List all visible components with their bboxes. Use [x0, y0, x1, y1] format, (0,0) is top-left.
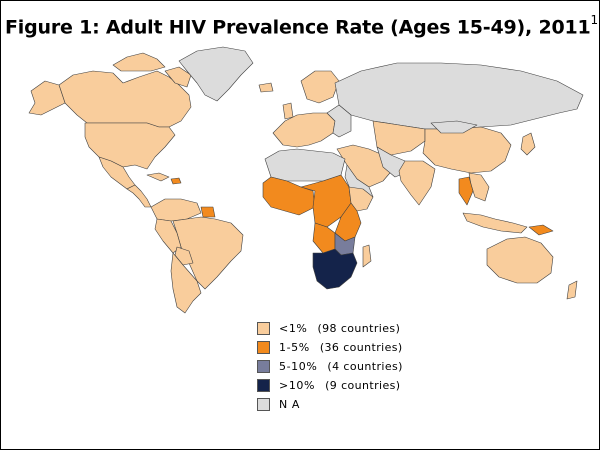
- legend-item: 5-10% (4 countries): [257, 357, 457, 376]
- region-alaska: [28, 80, 66, 116]
- legend-count: (9 countries): [325, 379, 401, 392]
- legend-count: (98 countries): [317, 322, 401, 335]
- legend-item: >10% (9 countries): [257, 376, 457, 395]
- region-mongolia: [430, 120, 478, 134]
- region-central-america: [126, 184, 152, 208]
- region-japan: [520, 132, 536, 156]
- region-baffin-island: [164, 66, 192, 88]
- region-angola-drc: [312, 222, 336, 254]
- legend-count: (36 countries): [319, 341, 403, 354]
- legend-swatch: [257, 360, 270, 373]
- region-southern-cone: [170, 252, 202, 314]
- legend-item: <1% (98 countries): [257, 319, 457, 338]
- region-russia: [334, 62, 584, 130]
- legend-label: <1%: [279, 322, 308, 335]
- region-papua: [528, 224, 554, 236]
- legend-label: 5-10%: [279, 360, 318, 373]
- region-indonesia: [462, 212, 528, 234]
- region-southern-africa: [312, 248, 358, 290]
- legend-count: (4 countries): [327, 360, 403, 373]
- region-greenland: [178, 46, 254, 102]
- region-scandinavia: [300, 70, 340, 104]
- legend-swatch: [257, 379, 270, 392]
- legend-label: >10%: [279, 379, 316, 392]
- legend-item: 1-5% (36 countries): [257, 338, 457, 357]
- region-canada: [58, 70, 192, 128]
- region-arctic-islands: [112, 52, 166, 72]
- legend-swatch: [257, 341, 270, 354]
- region-north-africa: [264, 148, 346, 182]
- region-thailand: [458, 176, 474, 206]
- legend-swatch: [257, 398, 270, 411]
- figure-title: Figure 1: Adult HIV Prevalence Rate (Age…: [5, 13, 599, 38]
- region-haiti: [170, 177, 182, 185]
- legend-swatch: [257, 322, 270, 335]
- region-eastern-europe: [326, 104, 352, 138]
- world-map: [28, 46, 584, 314]
- legend: <1% (98 countries) 1-5% (36 countries) 5-10%…: [257, 319, 457, 414]
- region-australia: [486, 236, 554, 284]
- region-madagascar: [362, 244, 372, 268]
- region-west-africa: [262, 176, 316, 216]
- region-western-europe: [272, 112, 336, 148]
- region-china: [422, 126, 512, 174]
- region-guyana-suriname: [200, 206, 216, 218]
- region-iceland: [258, 82, 274, 93]
- region-new-zealand: [566, 280, 578, 300]
- region-usa: [84, 122, 176, 170]
- region-cuba: [146, 172, 170, 182]
- legend-label: N A: [279, 398, 301, 411]
- title-superscript: 1,7: [590, 13, 599, 27]
- legend-item: N A: [257, 395, 457, 414]
- region-uk: [282, 102, 294, 120]
- region-colombia-venezuela: [150, 198, 202, 222]
- region-india: [398, 160, 436, 206]
- legend-label: 1-5%: [279, 341, 310, 354]
